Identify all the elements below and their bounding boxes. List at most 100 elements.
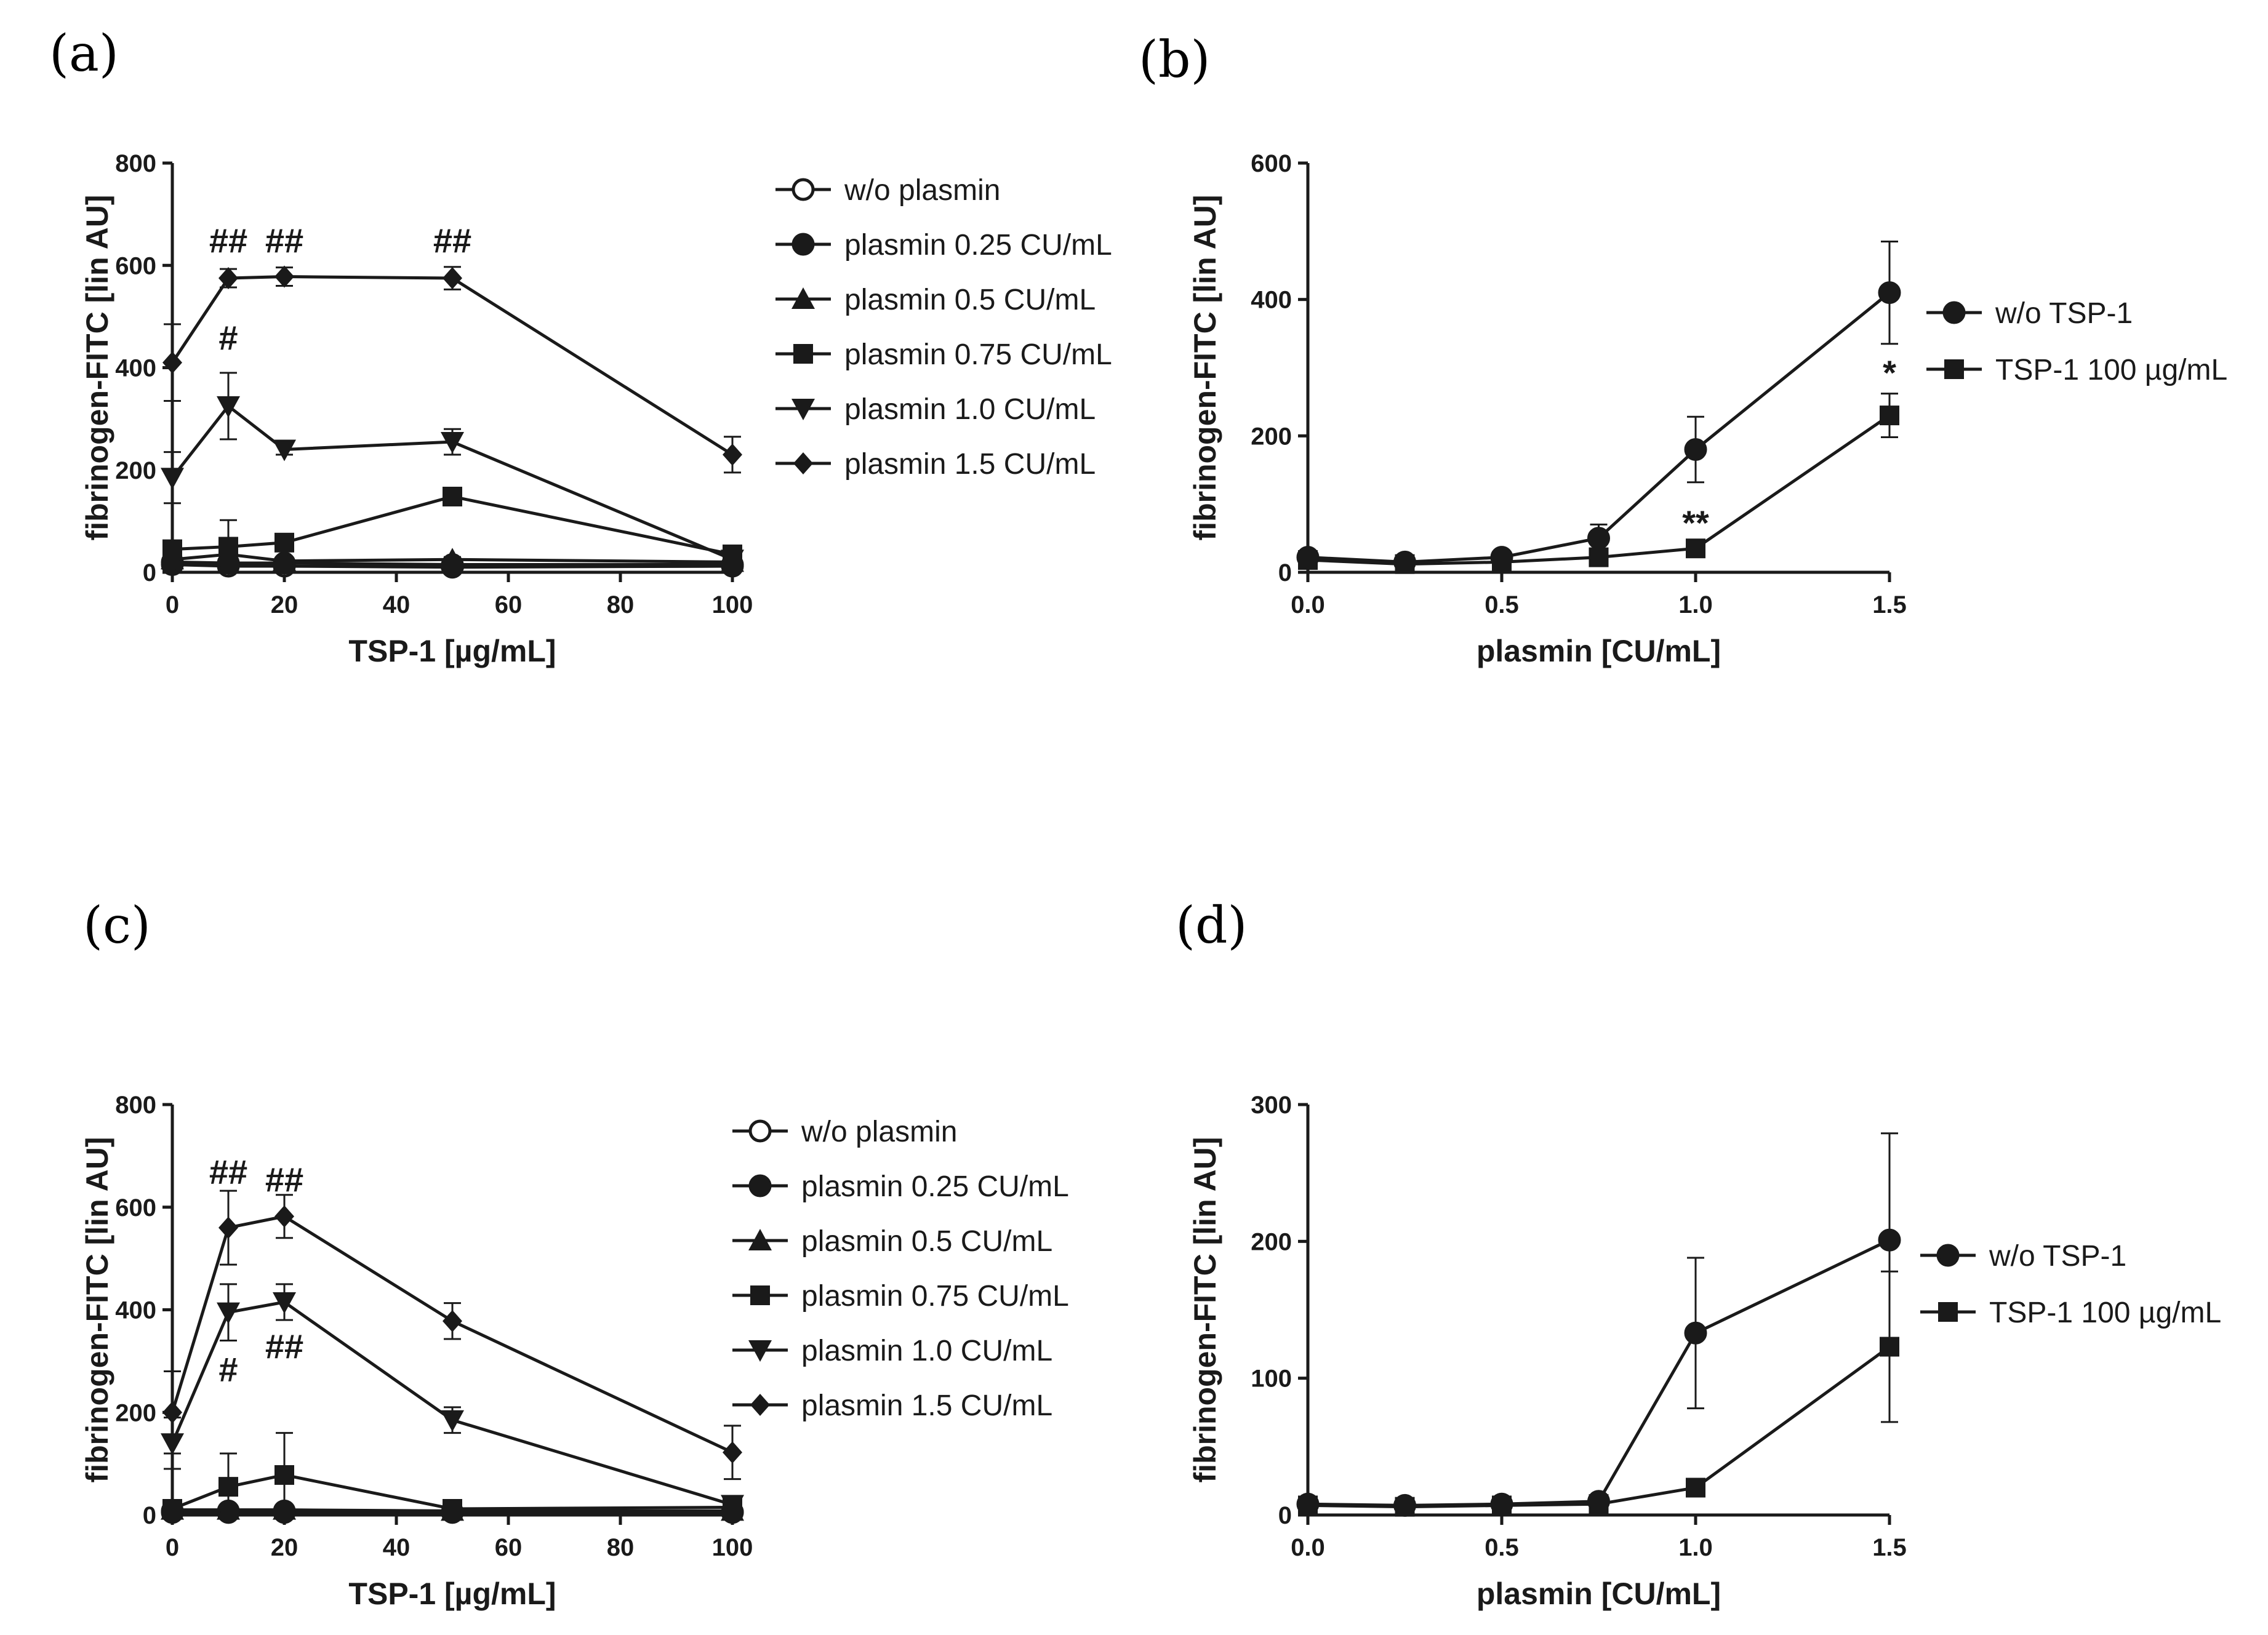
data-point-marker [273, 439, 296, 462]
y-tick-label: 600 [115, 252, 156, 279]
series-tsp-1-100-g-ml [1298, 393, 1899, 574]
x-tick-label: 100 [712, 1534, 753, 1561]
legend-item-w-o-tsp-1: w/o TSP-1 [1926, 297, 2133, 330]
legend-marker [791, 178, 815, 201]
data-point-marker [274, 532, 294, 553]
x-tick-label: 80 [607, 591, 635, 618]
series-w-o-tsp-1 [1296, 240, 1901, 574]
legend-item-plasmin-0-5-cu-ml: plasmin 0.5 CU/mL [732, 1225, 1052, 1258]
legend-item-w-o-tsp-1: w/o TSP-1 [1920, 1240, 2126, 1273]
y-axis-label: fibrinogen-FITC [lin AU] [80, 1137, 114, 1483]
legend-label: plasmin 1.5 CU/mL [844, 448, 1096, 481]
x-tick-label: 20 [271, 591, 299, 618]
data-point-marker [1880, 406, 1899, 426]
y-tick-label: 0 [1278, 1502, 1292, 1529]
y-tick-label: 0 [1278, 559, 1292, 586]
data-point-marker [161, 468, 184, 490]
x-tick-label: 0.5 [1485, 591, 1519, 618]
x-tick-label: 1.5 [1872, 1534, 1907, 1561]
x-axis-label: plasmin [CU/mL] [1477, 634, 1721, 668]
legend-item-plasmin-0-75-cu-ml: plasmin 0.75 CU/mL [732, 1280, 1069, 1313]
significance-annotation: ## [265, 221, 303, 260]
data-point-marker [1298, 550, 1318, 570]
data-point-marker [273, 549, 296, 571]
x-tick-label: 60 [495, 591, 523, 618]
legend-label: plasmin 0.5 CU/mL [844, 284, 1096, 316]
data-point-marker [218, 1477, 238, 1497]
legend-label: plasmin 1.0 CU/mL [801, 1335, 1052, 1367]
x-tick-label: 0 [166, 591, 179, 618]
x-tick-label: 0 [166, 1534, 179, 1561]
legend-marker [793, 452, 813, 474]
y-tick-label: 200 [115, 1399, 156, 1426]
x-tick-label: 0.0 [1291, 591, 1325, 618]
data-point-marker [1587, 527, 1610, 550]
data-point-marker [441, 1410, 464, 1432]
data-point-marker [162, 351, 182, 374]
x-tick-label: 40 [383, 1534, 411, 1561]
panel-a: (a) 0 200 400 600 800 0 20 40 60 80 100 TSP-1 [µg/mL… [49, 25, 1112, 668]
data-point-marker [443, 267, 462, 290]
x-tick-label: 60 [495, 1534, 523, 1561]
data-point-marker [443, 1309, 462, 1332]
data-point-marker [162, 1498, 182, 1519]
panel-d: (d) 0 100 200 300 0.0 0.5 1.0 1.5 plasmin [CU/mL]… [1176, 897, 2221, 1611]
legend-item-plasmin-0-5-cu-ml: plasmin 0.5 CU/mL [775, 284, 1096, 316]
legend-label: plasmin 0.75 CU/mL [801, 1280, 1069, 1313]
significance-annotation: * [1883, 353, 1896, 392]
legend-label: plasmin 0.75 CU/mL [844, 338, 1112, 371]
legend-marker [793, 344, 813, 364]
significance-annotation: # [218, 1350, 238, 1389]
data-point-marker [441, 432, 464, 454]
series-plasmin-0-75-cu-ml [162, 486, 742, 574]
legend-label: plasmin 0.25 CU/mL [801, 1170, 1069, 1203]
data-point-marker [1684, 438, 1707, 461]
y-tick-label: 400 [115, 355, 156, 382]
data-point-marker [218, 267, 238, 290]
data-point-marker [218, 537, 238, 557]
y-tick-label: 300 [1251, 1092, 1292, 1119]
series-plasmin-0-75-cu-ml [162, 1432, 742, 1519]
legend-label: plasmin 0.25 CU/mL [844, 229, 1112, 262]
y-tick-label: 600 [115, 1194, 156, 1221]
legend-item-plasmin-1-0-cu-ml: plasmin 1.0 CU/mL [732, 1335, 1052, 1367]
legend-marker [1936, 1244, 1960, 1267]
y-tick-label: 200 [115, 457, 156, 484]
legend-label: TSP-1 100 µg/mL [1995, 354, 2227, 386]
y-tick-label: 100 [1251, 1365, 1292, 1393]
data-point-marker [1880, 1337, 1899, 1357]
significance-annotation: ** [1682, 503, 1709, 542]
y-tick-label: 800 [115, 150, 156, 177]
legend-marker [748, 1340, 772, 1362]
significance-annotation: ## [209, 221, 247, 260]
x-tick-label: 1.5 [1872, 591, 1907, 618]
y-axis-label: fibrinogen-FITC [lin AU] [1188, 1137, 1222, 1483]
legend-marker [750, 1285, 770, 1305]
y-tick-label: 600 [1251, 150, 1292, 177]
data-point-marker [274, 265, 294, 288]
y-tick-label: 0 [143, 1502, 156, 1529]
y-tick-label: 400 [1251, 287, 1292, 314]
x-tick-label: 1.0 [1678, 1534, 1713, 1561]
data-point-marker [217, 1302, 240, 1324]
significance-annotation: ## [265, 1327, 303, 1366]
data-point-marker [723, 1441, 742, 1464]
legend-marker [750, 1394, 770, 1416]
legend-label: w/o TSP-1 [1995, 297, 2133, 330]
x-tick-label: 0.0 [1291, 1534, 1325, 1561]
x-axis-label: TSP-1 [µg/mL] [348, 634, 556, 668]
legend-label: w/o TSP-1 [1989, 1240, 2126, 1273]
legend-label: plasmin 1.0 CU/mL [844, 393, 1096, 426]
data-point-marker [721, 550, 744, 572]
y-axis-label: fibrinogen-FITC [lin AU] [1188, 195, 1222, 541]
x-tick-label: 100 [712, 591, 753, 618]
legend-item-plasmin-0-25-cu-ml: plasmin 0.25 CU/mL [732, 1170, 1069, 1203]
data-point-marker [443, 1498, 462, 1519]
legend-item-tsp-1-100-g-ml: TSP-1 100 µg/mL [1920, 1297, 2221, 1329]
data-point-marker [1492, 552, 1512, 572]
series-line [1307, 414, 1891, 566]
data-point-marker [723, 443, 742, 466]
data-point-marker [162, 539, 182, 559]
data-point-marker [1878, 1228, 1901, 1252]
data-point-marker [441, 548, 464, 570]
